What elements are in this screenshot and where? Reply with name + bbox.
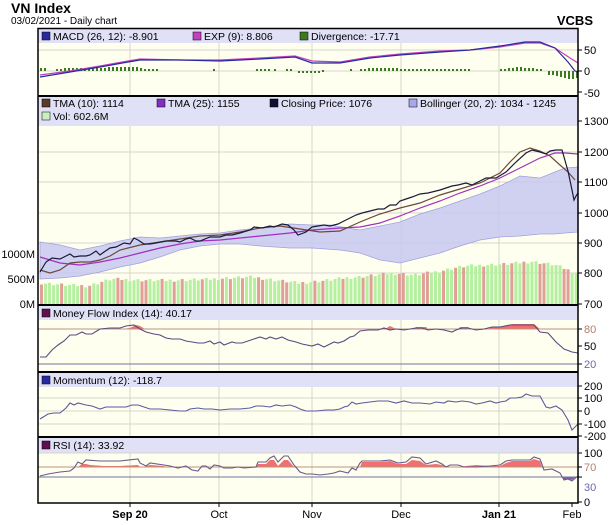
x-axis-label: Oct	[210, 509, 227, 521]
tma25-line	[39, 152, 579, 266]
legend-rsi: RSI (14): 33.92	[53, 440, 124, 452]
x-axis-label: Sep 20	[112, 509, 147, 521]
brand-label: VCBS	[556, 13, 593, 28]
price-y-tick: 1100	[584, 177, 608, 189]
momentum-y-tick: 200	[584, 381, 602, 393]
mfi-swatch-icon	[41, 308, 51, 318]
closing-price-swatch-icon	[269, 98, 279, 108]
x-axis-label: Nov	[302, 509, 322, 521]
rsi-y-tick: 0	[584, 497, 590, 509]
tma10-line	[39, 147, 576, 274]
price-y-tick: 1200	[584, 147, 608, 159]
chart-subtitle: 03/02/2021 - Daily chart	[11, 16, 118, 27]
price-y-tick: 1000	[584, 208, 608, 220]
macd-y-tick: 0	[584, 66, 590, 78]
legend-volume: Vol: 602.6M	[53, 111, 108, 123]
legend-exp: EXP (9): 8.806	[204, 31, 273, 43]
macd-y-tick: -50	[584, 88, 600, 100]
macd-legend: MACD (26, 12): -8.901 EXP (9): 8.806 Div…	[41, 31, 400, 43]
chart-title: VN Index	[11, 0, 71, 16]
panel-frames	[37, 27, 579, 504]
rsi-y-tick: 70	[584, 462, 596, 474]
legend-tma10: TMA (10): 1114	[53, 98, 124, 110]
exp-line	[39, 42, 579, 76]
price-y-tick: 800	[584, 268, 602, 280]
macd-panel	[38, 29, 579, 96]
rsi-panel	[38, 438, 579, 503]
volume-y-tick: 500M	[7, 274, 35, 286]
volume-y-tick: 0M	[20, 299, 35, 311]
legend-bollinger: Bollinger (20, 2): 1034 - 1245	[420, 98, 556, 110]
mfi-y-tick: 80	[584, 324, 596, 336]
mfi-y-tick: 50	[584, 341, 596, 353]
momentum-swatch-icon	[41, 375, 51, 385]
divergence-bars	[40, 67, 578, 79]
mfi-y-tick: 20	[584, 359, 596, 371]
momentum-legend: Momentum (12): -118.7	[41, 375, 162, 387]
momentum-panel	[38, 373, 579, 437]
legend-tma25: TMA (25): 1155	[168, 98, 240, 110]
mfi-panel	[38, 306, 579, 372]
rsi-swatch-icon	[41, 440, 51, 450]
momentum-line	[39, 393, 579, 431]
tma25-swatch-icon	[156, 98, 166, 108]
rsi-y-tick: 30	[584, 482, 596, 494]
rsi-line	[39, 455, 579, 482]
rsi-legend: RSI (14): 33.92	[41, 440, 124, 452]
x-axis-label: Feb	[563, 509, 582, 521]
price-panel	[38, 96, 579, 305]
legend-mfi: Money Flow Index (14): 40.17	[53, 308, 192, 320]
momentum-y-tick: 0	[584, 406, 590, 418]
legend-momentum: Momentum (12): -118.7	[53, 375, 162, 387]
rsi-y-tick: 100	[584, 448, 602, 460]
mfi-line	[40, 324, 579, 358]
price-y-tick: 700	[584, 299, 602, 311]
x-axis-label: Jan 21	[482, 509, 516, 521]
legend-closing-price: Closing Price: 1076	[281, 98, 372, 110]
y-axis-ticks	[129, 49, 582, 507]
divergence-swatch-icon	[299, 31, 309, 41]
legend-divergence: Divergence: -17.71	[311, 31, 400, 43]
tma10-swatch-icon	[41, 98, 51, 108]
macd-line	[39, 41, 579, 78]
legend-macd: MACD (26, 12): -8.901	[53, 31, 159, 43]
volume-y-tick: 1000M	[1, 249, 35, 261]
price-legend: TMA (10): 1114 TMA (25): 1155 Closing Pr…	[41, 98, 556, 123]
bollinger-swatch-icon	[408, 98, 418, 108]
momentum-y-tick: -100	[584, 419, 606, 431]
macd-y-tick: 50	[584, 45, 596, 57]
momentum-y-tick: -200	[584, 431, 606, 443]
momentum-y-tick: 100	[584, 393, 602, 405]
exp-swatch-icon	[192, 31, 202, 41]
volume-bars	[40, 261, 578, 304]
mfi-legend: Money Flow Index (14): 40.17	[41, 308, 192, 320]
price-y-tick: 900	[584, 238, 602, 250]
price-y-tick: 1300	[584, 116, 608, 128]
volume-swatch-icon	[41, 111, 51, 121]
closing-price-line	[39, 149, 579, 273]
x-axis-label: Dec	[391, 509, 411, 521]
macd-swatch-icon	[41, 31, 51, 41]
